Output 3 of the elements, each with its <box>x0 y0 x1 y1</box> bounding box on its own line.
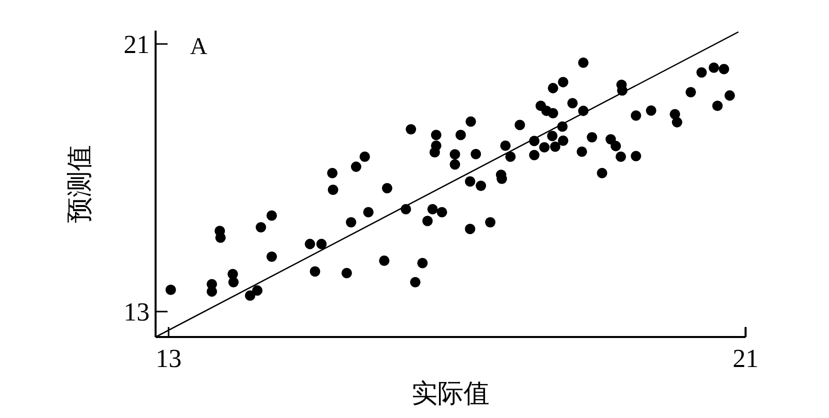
x-axis-title: 实际值 <box>412 379 490 408</box>
annotation: A <box>190 34 208 60</box>
y-axis-title: 预测值 <box>65 144 94 223</box>
